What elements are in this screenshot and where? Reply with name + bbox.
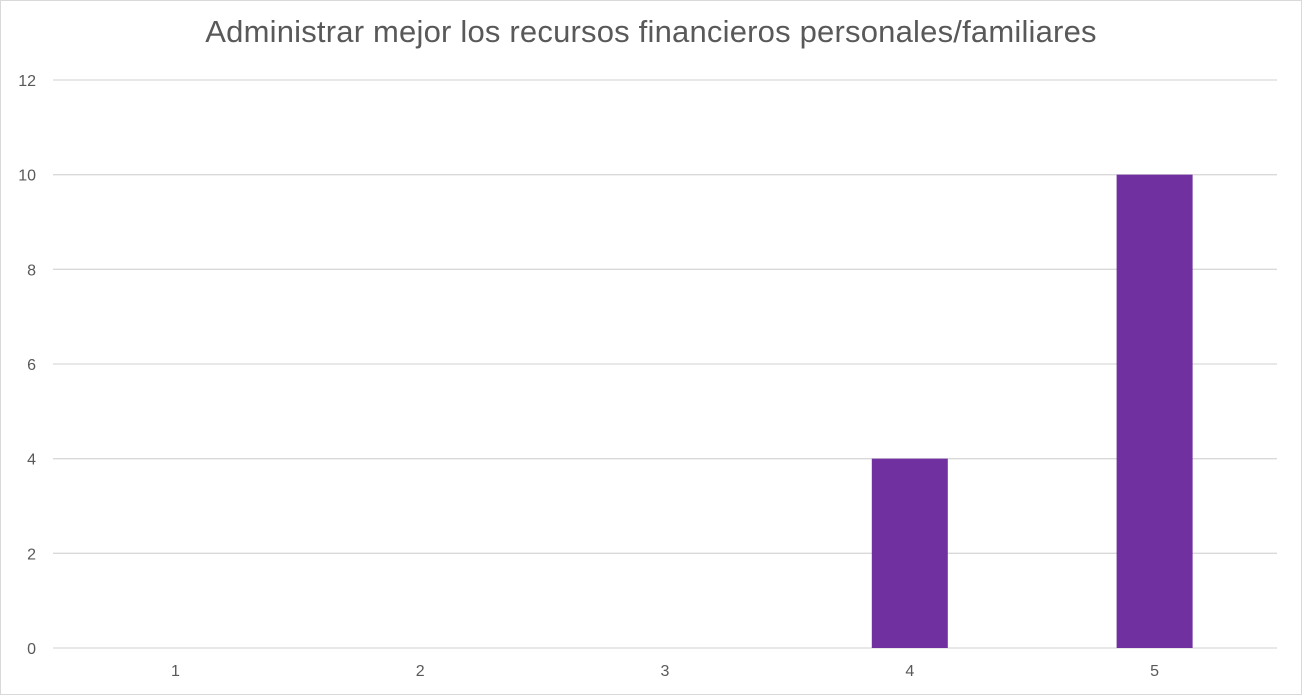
x-tick-label: 5 <box>1150 663 1159 680</box>
x-tick-label: 3 <box>661 663 670 680</box>
y-tick-label: 6 <box>27 357 36 374</box>
chart-title: Administrar mejor los recursos financier… <box>205 14 1097 49</box>
y-tick-label: 12 <box>18 73 36 90</box>
bar-5 <box>1116 174 1193 648</box>
bar-4 <box>871 458 948 648</box>
x-tick-label: 4 <box>905 663 914 680</box>
y-tick-label: 4 <box>27 452 36 469</box>
y-tick-label: 2 <box>27 546 36 563</box>
y-tick-label: 10 <box>18 168 36 185</box>
y-tick-label: 8 <box>27 262 36 279</box>
x-tick-label: 1 <box>171 663 180 680</box>
y-tick-label: 0 <box>27 641 36 658</box>
x-tick-label: 2 <box>416 663 425 680</box>
